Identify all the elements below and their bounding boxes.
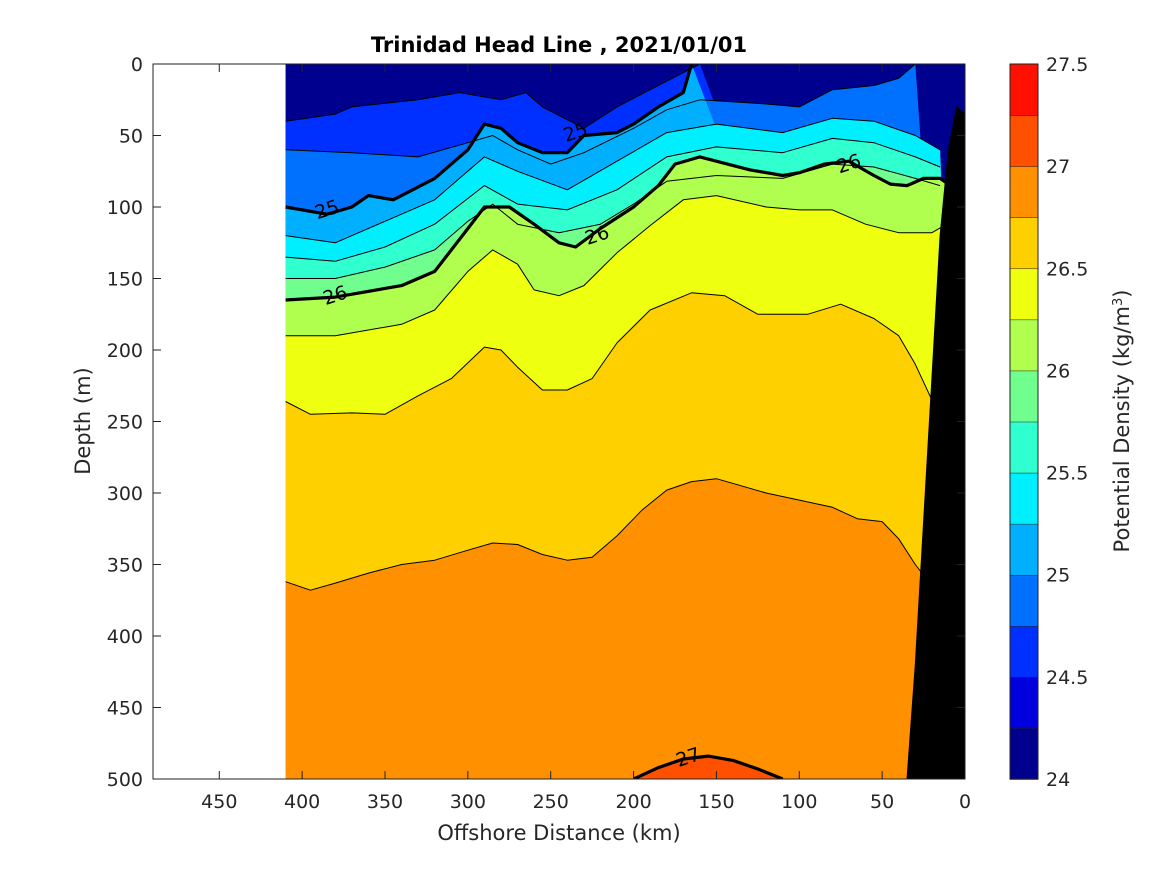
colorbar-segment bbox=[1009, 523, 1039, 576]
colorbar-tick-label: 26.5 bbox=[1046, 258, 1088, 280]
contour-line-27 bbox=[632, 754, 784, 779]
y-tick-label: 400 bbox=[107, 626, 143, 648]
y-tick-label: 50 bbox=[119, 126, 143, 148]
contour-line-26 bbox=[285, 155, 958, 302]
colorbar-segment bbox=[1009, 114, 1039, 167]
chart-title: Trinidad Head Line , 2021/01/01 bbox=[371, 33, 747, 57]
colorbar-tick-label: 27.5 bbox=[1046, 54, 1088, 76]
colorbar-segment bbox=[1009, 574, 1039, 627]
colorbar-segment bbox=[1009, 676, 1039, 729]
x-tick-label: 400 bbox=[284, 791, 320, 813]
contour-line-24.75 bbox=[285, 64, 916, 165]
colorbar-tick-label: 25.5 bbox=[1046, 463, 1088, 485]
y-tick-label: 300 bbox=[107, 483, 143, 505]
bathymetry bbox=[906, 105, 965, 779]
y-tick-label: 200 bbox=[107, 340, 143, 362]
contour-fills bbox=[285, 64, 965, 779]
contour-line-24.5 bbox=[285, 64, 701, 129]
colorbar-segment bbox=[1009, 370, 1039, 423]
colorbar-label: Potential Density (kg/m3) bbox=[1110, 290, 1134, 553]
colorbar-tick-label: 26 bbox=[1046, 360, 1070, 382]
y-axis-ticks: 0 50 100 150 200 250 300 350 400 450 500 bbox=[107, 54, 965, 791]
x-tick-label: 150 bbox=[698, 791, 734, 813]
contour-lines bbox=[285, 64, 958, 779]
x-tick-label: 450 bbox=[201, 791, 237, 813]
y-tick-label: 250 bbox=[107, 412, 143, 434]
colorbar-tick-label: 27 bbox=[1046, 156, 1070, 178]
colorbar-segment bbox=[1009, 268, 1039, 321]
x-tick-label: 0 bbox=[959, 791, 971, 813]
x-tick-label: 200 bbox=[615, 791, 651, 813]
colorbar-tick-label: 24.5 bbox=[1046, 667, 1088, 689]
colorbar-segment bbox=[1009, 319, 1039, 372]
x-tick-label: 50 bbox=[870, 791, 894, 813]
colorbar-segment bbox=[1009, 472, 1039, 525]
colorbar-tick-label: 25 bbox=[1046, 565, 1070, 587]
y-tick-label: 450 bbox=[107, 698, 143, 720]
contour-line-25.5 bbox=[285, 137, 941, 262]
colorbar-segment bbox=[1009, 165, 1039, 218]
contour-line-26.75 bbox=[285, 478, 933, 591]
x-tick-label: 350 bbox=[367, 791, 403, 813]
colorbar-frame bbox=[1009, 63, 1039, 780]
y-tick-label: 150 bbox=[107, 269, 143, 291]
colorbar-tick-label: 24 bbox=[1046, 769, 1070, 791]
colorbar-segment bbox=[1009, 216, 1039, 270]
colorbar-ticks: 24 24.5 25 25.5 26 26.5 27 27.5 bbox=[1046, 54, 1088, 791]
contour-line-25.75 bbox=[285, 163, 941, 279]
colorbar-label-superscript: 3 bbox=[1111, 298, 1126, 306]
contour-line-26.5 bbox=[285, 292, 933, 415]
y-axis-label: Depth (m) bbox=[71, 367, 95, 474]
contour-line-25 bbox=[285, 64, 694, 216]
x-axis-ticks: 450 400 350 300 250 200 150 100 50 0 bbox=[201, 64, 971, 813]
y-tick-label: 100 bbox=[107, 197, 143, 219]
x-tick-label: 300 bbox=[450, 791, 486, 813]
x-tick-label: 250 bbox=[533, 791, 569, 813]
x-axis-label: Offshore Distance (km) bbox=[437, 821, 680, 845]
bathymetry-shape bbox=[906, 105, 965, 779]
band-26.75 bbox=[285, 478, 965, 779]
y-tick-label: 350 bbox=[107, 555, 143, 577]
x-tick-label: 100 bbox=[781, 791, 817, 813]
band-27 bbox=[633, 756, 783, 779]
colorbar bbox=[1009, 63, 1039, 780]
colorbar-segment bbox=[1009, 727, 1039, 780]
contour-line-26.25 bbox=[285, 195, 957, 337]
colorbar-segment bbox=[1009, 625, 1039, 678]
colorbar-segment bbox=[1009, 63, 1039, 116]
colorbar-segment bbox=[1009, 421, 1039, 474]
y-tick-label: 500 bbox=[107, 769, 143, 791]
contour-line-25.25 bbox=[285, 117, 941, 244]
y-tick-label: 0 bbox=[131, 54, 143, 76]
